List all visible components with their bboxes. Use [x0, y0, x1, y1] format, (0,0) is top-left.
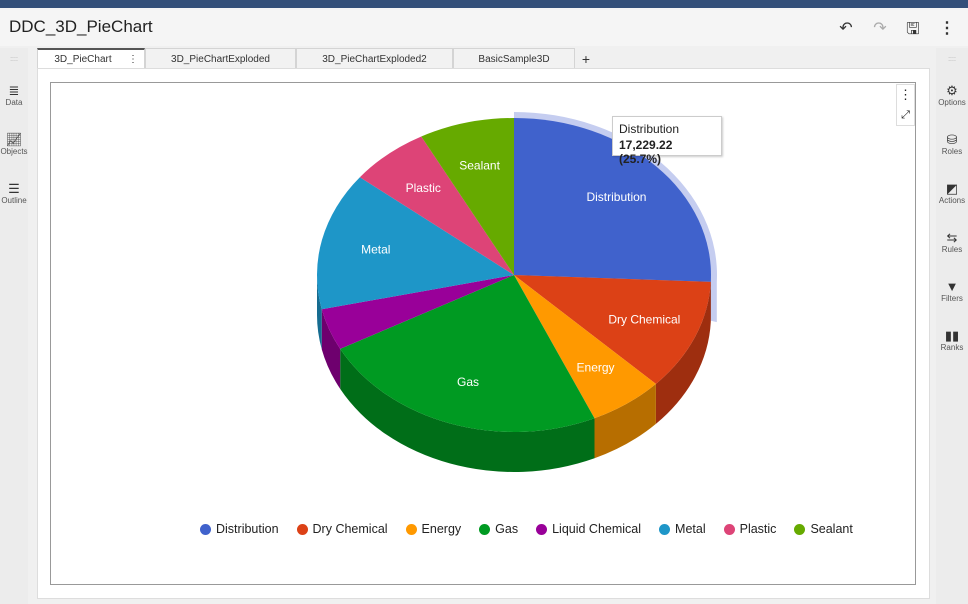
rail-item-rules[interactable]: ⇆ Rules: [936, 230, 968, 255]
grip-icon[interactable]: ::::: [948, 56, 956, 63]
pie-side-energy[interactable]: [594, 383, 656, 459]
report-header: DDC_3D_PieChart ↶ ↷ 🖫 ⋮: [0, 8, 968, 46]
legend-swatch: [536, 523, 548, 535]
legend-item-energy[interactable]: Energy: [405, 522, 462, 536]
slice-label-dry-chemical: Dry Chemical: [608, 313, 680, 327]
tab-menu-icon[interactable]: ⋮: [128, 54, 138, 65]
legend-swatch: [659, 523, 671, 535]
legend-item-gas[interactable]: Gas: [479, 522, 518, 536]
legend-item-metal[interactable]: Metal: [659, 522, 706, 536]
legend-swatch: [296, 523, 308, 535]
tab-basicsample3d[interactable]: BasicSample3D: [453, 48, 575, 69]
legend-label: Liquid Chemical: [552, 522, 642, 536]
pie-slice-metal[interactable]: [317, 177, 514, 310]
legend-item-sealant[interactable]: Sealant: [794, 522, 853, 536]
slice-label-distribution: Distribution: [586, 190, 646, 204]
rail-item-outline[interactable]: ☰ Outline: [1, 181, 27, 206]
rail-item-actions[interactable]: ◩ Actions: [936, 181, 968, 206]
legend-swatch: [405, 523, 417, 535]
pie-slice-sealant[interactable]: [421, 118, 514, 275]
legend-item-distribution[interactable]: Distribution: [200, 522, 279, 536]
legend-swatch: [200, 523, 211, 535]
pie-slice-plastic[interactable]: [359, 136, 514, 275]
slice-label-metal: Metal: [361, 243, 390, 257]
legend-label: Sealant: [810, 522, 853, 536]
tab-3d-piechart-exploded[interactable]: 3D_PieChartExploded: [145, 48, 296, 69]
legend-label: Distribution: [216, 522, 279, 536]
actions-icon: ◩: [945, 181, 959, 196]
pie-slice-gas[interactable]: [340, 275, 595, 432]
legend-label: Gas: [495, 522, 519, 536]
pie-side-metal[interactable]: [317, 275, 322, 350]
rail-item-objects[interactable]: 📈︎ Objects: [0, 132, 28, 157]
chart-line-icon: 📈︎: [5, 132, 23, 147]
pie-side-dry-chemical[interactable]: [655, 281, 711, 424]
legend-label: Plastic: [739, 522, 777, 536]
rail-item-filters[interactable]: ▼ Filters: [936, 279, 968, 304]
slice-label-energy: Energy: [577, 360, 615, 374]
slice-label-plastic: Plastic: [406, 181, 441, 195]
redo-icon[interactable]: ↷: [873, 20, 887, 37]
legend-label: Energy: [421, 522, 462, 536]
undo-icon[interactable]: ↶: [839, 20, 853, 37]
tab-3d-piechart[interactable]: 3D_PieChart ⋮: [37, 48, 145, 69]
legend-swatch: [479, 523, 491, 535]
maximize-icon[interactable]: ⤢: [901, 109, 910, 121]
slice-label-sealant: Sealant: [459, 158, 500, 172]
filter-icon: ▼: [945, 279, 959, 294]
object-toolbar: ⋮ ⤢: [896, 84, 915, 126]
rail-item-ranks[interactable]: ▮▮ Ranks: [936, 328, 968, 353]
page-tabs: 3D_PieChart ⋮ 3D_PieChartExploded 3D_PieC…: [37, 48, 597, 69]
add-tab-button[interactable]: +: [581, 50, 591, 67]
more-vertical-icon[interactable]: ⋮: [899, 87, 912, 102]
legend-label: Dry Chemical: [312, 522, 388, 536]
report-title: DDC_3D_PieChart: [9, 17, 153, 36]
top-bar: [0, 0, 968, 8]
tab-3d-piechart-exploded2[interactable]: 3D_PieChartExploded2: [296, 48, 453, 69]
pie-side-gas[interactable]: [340, 348, 595, 472]
pie-side-liquid-chemical[interactable]: [321, 309, 341, 389]
legend-label: Metal: [675, 522, 706, 536]
right-rail: :::: ⚙ Options ⛁ Roles ◩ Actions ⇆ Rules ▼ Fi…: [936, 48, 968, 604]
rail-item-roles[interactable]: ⛁ Roles: [936, 132, 968, 157]
pie-slice-liquid-chemical[interactable]: [321, 275, 514, 349]
save-icon[interactable]: 🖫: [906, 21, 920, 38]
ranks-icon: ▮▮: [944, 328, 960, 343]
pie-slice-energy[interactable]: [514, 275, 656, 419]
list-icon: ☰: [8, 181, 20, 196]
grip-icon[interactable]: ::::: [10, 56, 18, 63]
rules-icon: ⇆: [946, 230, 958, 245]
tooltip: Distribution 17,229.22 (25.7%): [612, 116, 722, 166]
database-icon: ≣: [8, 83, 20, 98]
rail-item-data[interactable]: ≣ Data: [0, 83, 28, 108]
legend-swatch: [723, 523, 735, 535]
legend-item-dry-chemical[interactable]: Dry Chemical: [296, 522, 388, 536]
legend: Distribution Dry Chemical Energy Gas Liquid …: [200, 522, 871, 536]
slice-label-gas: Gas: [457, 375, 479, 389]
options-icon: ⚙: [946, 83, 958, 98]
left-rail: :::: ≣ Data 📈︎ Objects ☰ Outline: [0, 48, 28, 604]
legend-swatch: [794, 523, 806, 535]
more-vertical-icon[interactable]: ⋮: [939, 20, 955, 37]
roles-icon: ⛁: [946, 132, 958, 147]
rail-item-options[interactable]: ⚙ Options: [936, 83, 968, 108]
pie-slice-distribution[interactable]: [514, 118, 712, 282]
legend-item-liquid-chemical[interactable]: Liquid Chemical: [536, 522, 641, 536]
legend-item-plastic[interactable]: Plastic: [723, 522, 777, 536]
pie-slice-dry-chemical[interactable]: [514, 275, 711, 384]
